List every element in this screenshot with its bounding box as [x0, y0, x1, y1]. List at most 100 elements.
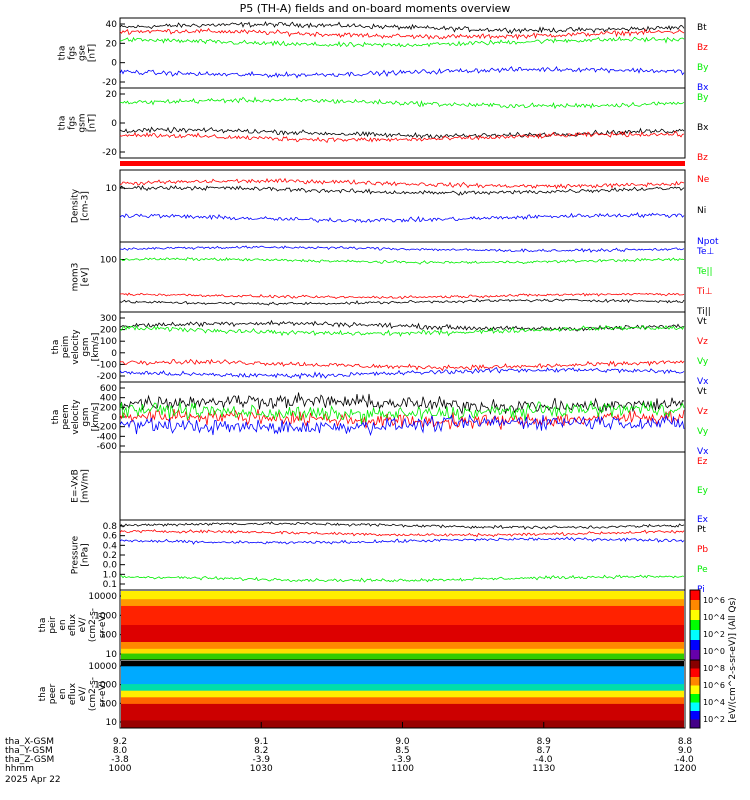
ylabel-fgs-gse: fgs [68, 46, 78, 60]
ylabel-fgs-gsm: tha [58, 116, 68, 131]
ylabel-fgs-gsm: [nT] [88, 114, 98, 132]
ylabel-fgs-gse: [nT] [88, 44, 98, 62]
ylabel-peim-velocity: velocity [71, 329, 81, 365]
colorbar-tick: 10^2 [703, 715, 725, 724]
series-line-peim-velocity-Vx [119, 367, 685, 380]
ephemeris-value: 8.5 [395, 746, 409, 756]
legend-peim-velocity-Vt: Vt [697, 317, 707, 327]
legend-peim-velocity-Vx: Vx [697, 377, 709, 387]
colorbar-label: [eV/(cm^2-s-sr-eV)] (All Qs) [728, 597, 738, 722]
ytick-peem-velocity: 200 [100, 403, 117, 413]
ylabel-peir-eflux: en [58, 619, 68, 630]
ylabel-peir-eflux: peir [48, 616, 58, 634]
spectrogram-band-peir-eflux [121, 605, 684, 626]
legend-peem-velocity-Vt: Vt [697, 387, 707, 397]
legend-e-field-Ex: Ex [697, 515, 709, 525]
panel-frame-fgs-gsm [119, 87, 686, 159]
ytick-peim-velocity: 200 [100, 326, 117, 336]
colorbar-segment [690, 711, 700, 720]
series-line-pressure-Pt [119, 521, 685, 530]
spectrogram-band-peir-eflux [121, 648, 684, 655]
ylabel-peer-eflux: en [58, 688, 68, 699]
colorbar-segment [690, 660, 700, 669]
colorbar-tick: 10^8 [703, 664, 725, 673]
ylabel-temperature: mom3 [71, 263, 81, 292]
ylabel-e-field: [mV/m] [81, 469, 91, 503]
ylabel-fgs-gse: tha [58, 46, 68, 61]
colorbar-segment [690, 668, 700, 678]
legend-temperature-Ti||: Ti|| [696, 307, 711, 317]
ylabel-peer-eflux: sr-eV) [98, 681, 108, 707]
ephemeris-label-hhmm: hhmm [5, 764, 34, 774]
legend-e-field-Ey: Ey [697, 486, 709, 496]
ytick-peir-eflux: 10 [106, 650, 118, 660]
series-line-pressure-Pi [119, 536, 685, 545]
legend-fgs-gse-Bz: Bz [697, 43, 708, 53]
colorbar-segment [690, 719, 700, 729]
ylabel-pressure: Pressure [71, 535, 81, 574]
ytick-peer-eflux: 1000 [94, 681, 117, 691]
series-line-fgs-gse-Bx [119, 66, 685, 79]
legend-temperature-Te||: Te|| [696, 267, 713, 277]
ytick-pressure: 0.2 [103, 551, 117, 561]
legend-temperature-Te⊥: Te⊥ [696, 247, 715, 257]
ephemeris-value: 1130 [532, 764, 555, 774]
series-line-density-Ne [119, 177, 685, 190]
colorbar-segment [690, 640, 700, 651]
ephemeris-value: -4.0 [535, 755, 553, 765]
ylabel-peim-velocity: gsm [81, 337, 91, 356]
colorbar-segment [690, 677, 700, 686]
ylabel-pressure: [nPa] [81, 543, 91, 566]
ylabel-e-field: E=-VxB [71, 469, 81, 503]
ephemeris-value: 8.9 [537, 737, 552, 747]
ephemeris-value: 1100 [391, 764, 414, 774]
series-line-fgs-gse-Bz [119, 27, 685, 40]
ephemeris-value: 8.7 [537, 746, 551, 756]
ytick-fgs-gse: 0 [111, 59, 117, 69]
panel-frame-fgs-gse [119, 17, 686, 89]
colorbar-tick: 10^6 [703, 681, 725, 690]
series-line-fgs-gse-Bt [119, 21, 685, 35]
spectrogram-band-peer-eflux [121, 697, 684, 705]
ytick-pressure: 1.0 [103, 570, 118, 580]
ytick-peir-eflux: 10000 [88, 592, 117, 602]
status-bar [120, 161, 685, 166]
ytick-fgs-gse: 40 [106, 20, 118, 30]
ytick-peir-eflux: 100 [100, 631, 117, 641]
spectrogram-band-peer-eflux [121, 684, 684, 692]
series-line-fgs-gsm-Bx [119, 126, 685, 139]
ylabel-peem-velocity: gsm [81, 407, 91, 426]
ylabel-peir-eflux: eflux [68, 613, 78, 636]
ytick-peer-eflux: 10 [106, 718, 118, 728]
colorbar-tick: 10^2 [703, 630, 725, 639]
ytick-peim-velocity: 300 [100, 314, 117, 324]
legend-peem-velocity-Vy: Vy [697, 427, 709, 437]
legend-peem-velocity-Vz: Vz [697, 407, 708, 417]
ylabel-peim-velocity: tha [51, 340, 61, 355]
ytick-pressure: 0.6 [103, 532, 118, 542]
series-line-fgs-gse-By [119, 36, 685, 48]
ephemeris-value: -3.8 [111, 755, 129, 765]
ephemeris-value: 9.0 [395, 737, 410, 747]
ytick-peim-velocity: -100 [97, 360, 118, 370]
spectrogram-band-peir-eflux [121, 642, 684, 650]
ephemeris-label-tha_Y-GSM: tha_Y-GSM [5, 746, 53, 756]
ylabel-peer-eflux: tha [38, 687, 48, 702]
ylabel-peem-velocity: tha [51, 410, 61, 425]
legend-density-Npot: Npot [697, 237, 719, 247]
ytick-peer-eflux: 100 [100, 699, 117, 709]
ephemeris-value: 9.1 [254, 737, 268, 747]
series-line-temperature-Te⊥ [119, 245, 685, 253]
legend-fgs-gsm-Bx: Bx [697, 123, 709, 133]
ephemeris-value: -3.9 [252, 755, 270, 765]
ylabel-fgs-gsm: gsm [78, 113, 88, 132]
legend-temperature-Ti⊥: Ti⊥ [696, 287, 713, 297]
spectrogram-band-peer-eflux [121, 690, 684, 698]
ylabel-fgs-gsm: fgs [68, 116, 78, 130]
panel-frame-e-field [119, 451, 686, 521]
ephemeris-value: 1030 [250, 764, 273, 774]
legend-pressure-Pt: Pt [697, 525, 706, 535]
colorbar-segment [690, 600, 700, 611]
legend-peim-velocity-Vy: Vy [697, 357, 709, 367]
ytick-fgs-gse: 20 [106, 39, 118, 49]
